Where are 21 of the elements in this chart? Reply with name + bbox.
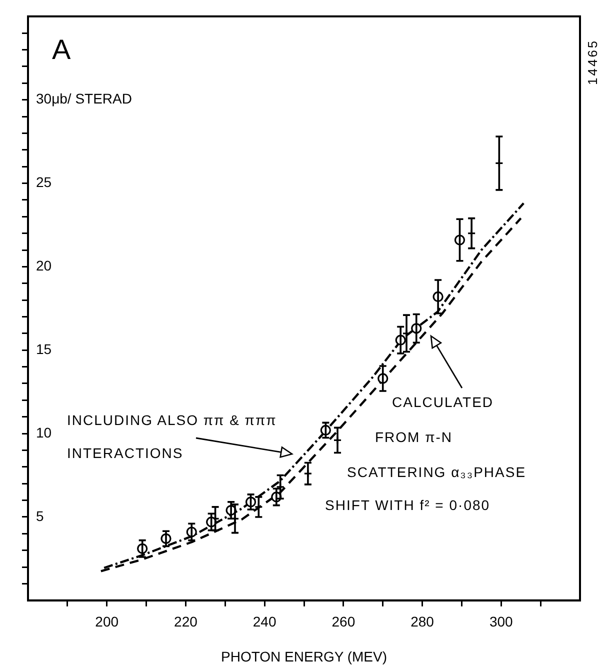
x-axis-title: PHOTON ENERGY (MEV) — [221, 648, 387, 664]
annotation: SHIFT WITH f² = 0·080 — [325, 497, 490, 513]
text: 14465 — [585, 38, 601, 85]
x-tick-label: 220 — [174, 614, 198, 630]
x-tick-label: 280 — [410, 614, 434, 630]
y-tick-label: 5 — [36, 508, 44, 524]
annotation: CALCULATED — [392, 394, 494, 410]
y-tick-label: 15 — [36, 340, 52, 357]
annotation: FROM π-N — [375, 429, 453, 445]
annotation: A — [52, 34, 72, 65]
annotation: SCATTERING α₃₃PHASE — [347, 464, 526, 480]
x-tick-label: 200 — [95, 614, 119, 630]
y-tick-label: 25 — [36, 174, 52, 190]
x-tick-label: 260 — [332, 614, 356, 630]
y-tick-label: 30μb/ STERAD — [36, 90, 132, 107]
y-tick-label: 20 — [36, 258, 52, 274]
x-tick-label: 300 — [489, 614, 514, 630]
y-tick-label: 10 — [36, 424, 52, 440]
annotation: INTERACTIONS — [67, 445, 184, 461]
x-tick-label: 240 — [252, 614, 276, 630]
annotation: INCLUDING ALSO ππ & πππ — [67, 412, 277, 428]
